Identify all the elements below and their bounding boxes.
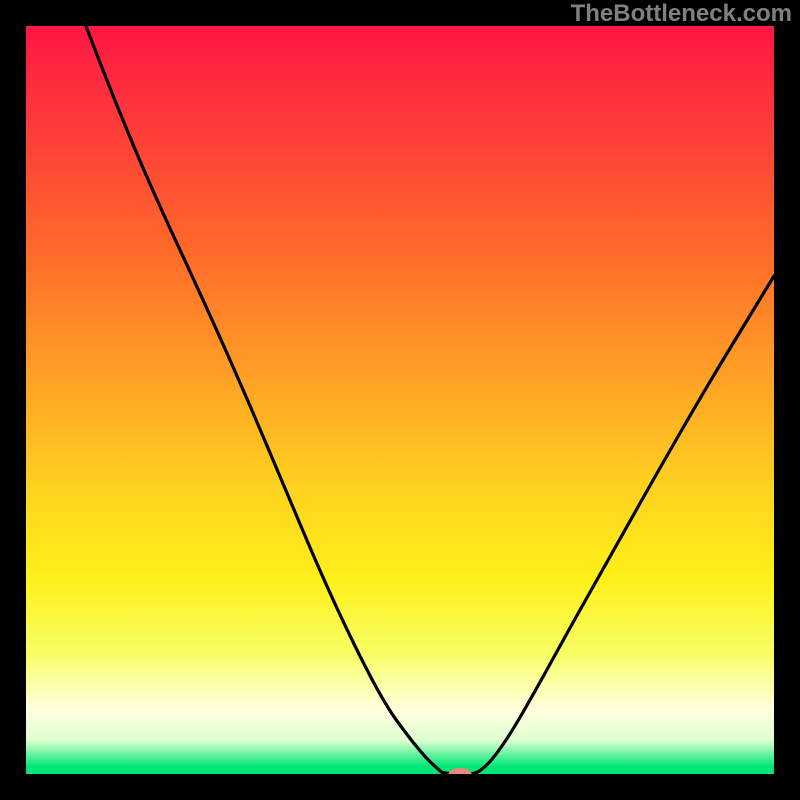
curve-layer [26,26,774,774]
optimal-marker [448,768,472,774]
chart-container: TheBottleneck.com [0,0,800,800]
plot-area [26,26,774,774]
bottleneck-curve [86,26,774,774]
watermark-text: TheBottleneck.com [571,0,792,28]
